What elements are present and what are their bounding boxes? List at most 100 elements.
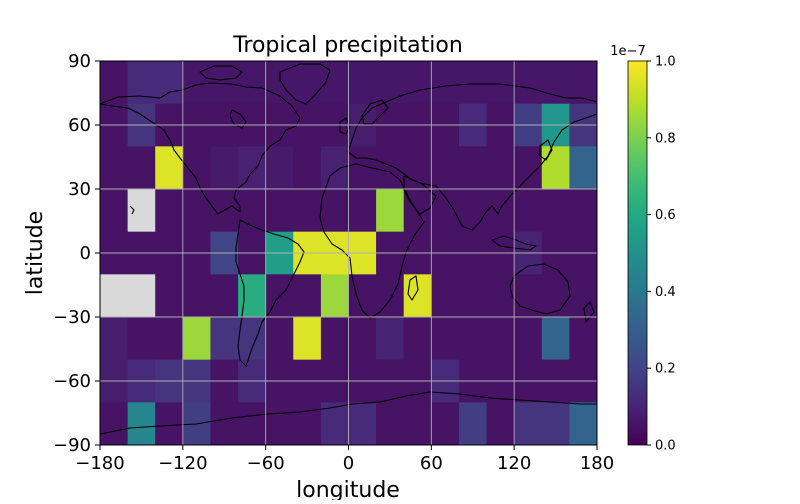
heatmap-cell bbox=[458, 274, 488, 318]
y-tick-label: −60 bbox=[53, 371, 91, 392]
heatmap-cell bbox=[320, 317, 349, 361]
heatmap-cell bbox=[127, 274, 156, 318]
heatmap-cell bbox=[100, 146, 129, 190]
heatmap-cell bbox=[155, 274, 184, 318]
heatmap-cell bbox=[569, 189, 597, 233]
heatmap-cell bbox=[348, 402, 377, 445]
heatmap-cell bbox=[293, 317, 322, 361]
heatmap-cell bbox=[100, 274, 129, 318]
heatmap-cell bbox=[458, 189, 488, 233]
y-axis-ticks: −90 −60 −30 0 30 60 90 bbox=[53, 51, 100, 456]
coastline-hawaii bbox=[129, 205, 135, 215]
heatmap-cell bbox=[155, 146, 184, 190]
x-axis-label: longitude bbox=[296, 478, 400, 500]
colorbar-tick-label: 1.0 bbox=[655, 55, 676, 70]
heatmap-cell bbox=[376, 146, 405, 190]
heatmap-cell bbox=[320, 274, 349, 318]
heatmap-cell bbox=[541, 146, 570, 190]
heatmap-cell bbox=[348, 61, 377, 105]
heatmap-cell bbox=[100, 317, 129, 361]
colorbar: 1e−7 0.0 0.2 0.4 0.6 0.8 1.0 bbox=[610, 44, 675, 454]
heatmap-cell bbox=[265, 317, 294, 361]
heatmap-cell bbox=[376, 61, 405, 105]
x-axis-ticks: −180 −120 −60 0 60 120 180 bbox=[75, 445, 614, 474]
heatmap-cell bbox=[182, 189, 211, 233]
heatmap-cell bbox=[541, 189, 570, 233]
coastline-british-isles bbox=[339, 117, 351, 135]
colorbar-tick-label: 0.6 bbox=[655, 208, 676, 223]
heatmap-cell bbox=[238, 61, 267, 105]
heatmap-cell bbox=[100, 402, 129, 445]
heatmap-cell bbox=[458, 146, 488, 190]
heatmap-cell bbox=[182, 61, 211, 105]
coastline-japan bbox=[539, 139, 553, 161]
y-tick-label: 60 bbox=[68, 115, 91, 136]
x-tick-label: −180 bbox=[75, 453, 124, 474]
heatmap-cell bbox=[155, 189, 184, 233]
heatmap-cell bbox=[569, 317, 597, 361]
heatmap-cell bbox=[486, 402, 515, 445]
chart-title: Tropical precipitation bbox=[232, 33, 463, 58]
heatmap-cell bbox=[514, 402, 543, 445]
heatmap-cell bbox=[431, 317, 460, 361]
y-axis-label: latitude bbox=[23, 211, 48, 295]
heatmap-cell bbox=[100, 189, 129, 233]
coastline-arabia bbox=[403, 175, 437, 215]
heatmap-cell bbox=[293, 146, 322, 190]
heatmap-cell bbox=[210, 402, 239, 445]
heatmap-cell bbox=[403, 317, 432, 361]
heatmap-cell bbox=[403, 402, 432, 445]
heatmap-cell bbox=[458, 61, 488, 105]
heatmap-cell bbox=[155, 317, 184, 361]
heatmap-cell bbox=[376, 402, 405, 445]
y-tick-label: −30 bbox=[53, 307, 91, 328]
heatmap-cell bbox=[155, 61, 184, 105]
coastline-indonesia bbox=[491, 235, 537, 251]
heatmap-cell bbox=[210, 317, 239, 361]
heatmap-cell bbox=[293, 61, 322, 105]
heatmap-cell bbox=[348, 189, 377, 233]
coastline-hudson-bay bbox=[229, 109, 247, 129]
heatmap-cells bbox=[100, 61, 597, 445]
heatmap-cell bbox=[541, 317, 570, 361]
heatmap-cell bbox=[569, 61, 597, 105]
heatmap-cell bbox=[293, 402, 322, 445]
coastline-greenland bbox=[279, 63, 331, 105]
heatmap-cell bbox=[403, 61, 432, 105]
heatmap-cell bbox=[320, 146, 349, 190]
heatmap-cell bbox=[541, 61, 570, 105]
heatmap-cell bbox=[376, 189, 405, 233]
heatmap-cell bbox=[486, 146, 515, 190]
heatmap-cell bbox=[569, 146, 597, 190]
colorbar-tick-label: 0.0 bbox=[655, 439, 676, 454]
x-tick-label: 180 bbox=[580, 453, 614, 474]
heatmap-cell bbox=[127, 317, 156, 361]
colorbar-gradient bbox=[627, 60, 648, 446]
heatmap-cell bbox=[238, 189, 267, 233]
heatmap-cell bbox=[431, 274, 460, 318]
heatmap-cell bbox=[238, 146, 267, 190]
heatmap-cell bbox=[100, 61, 129, 105]
coastline-madagascar bbox=[407, 275, 419, 301]
heatmap-cell bbox=[210, 61, 239, 105]
heatmap-cell bbox=[182, 146, 211, 190]
heatmap-cell bbox=[293, 274, 322, 318]
heatmap-cell bbox=[541, 402, 570, 445]
heatmap-cell bbox=[238, 402, 267, 445]
coastline-africa bbox=[319, 163, 425, 319]
heatmap-cell bbox=[127, 146, 156, 190]
y-tick-label: −90 bbox=[53, 435, 91, 456]
heatmap-cell bbox=[320, 189, 349, 233]
colorbar-tick-label: 0.2 bbox=[655, 362, 676, 377]
heatmap-cell bbox=[569, 402, 597, 445]
y-tick-label: 30 bbox=[68, 179, 91, 200]
heatmap-cell bbox=[293, 189, 322, 233]
heatmap-cell bbox=[265, 402, 294, 445]
heatmap-cell bbox=[514, 189, 543, 233]
heatmap-cell bbox=[514, 274, 543, 318]
heatmap-cell bbox=[569, 274, 597, 318]
heatmap-cell bbox=[348, 317, 377, 361]
heatmap-cell bbox=[182, 317, 211, 361]
heatmap-cell bbox=[155, 402, 184, 445]
heatmap-cell bbox=[127, 189, 156, 233]
